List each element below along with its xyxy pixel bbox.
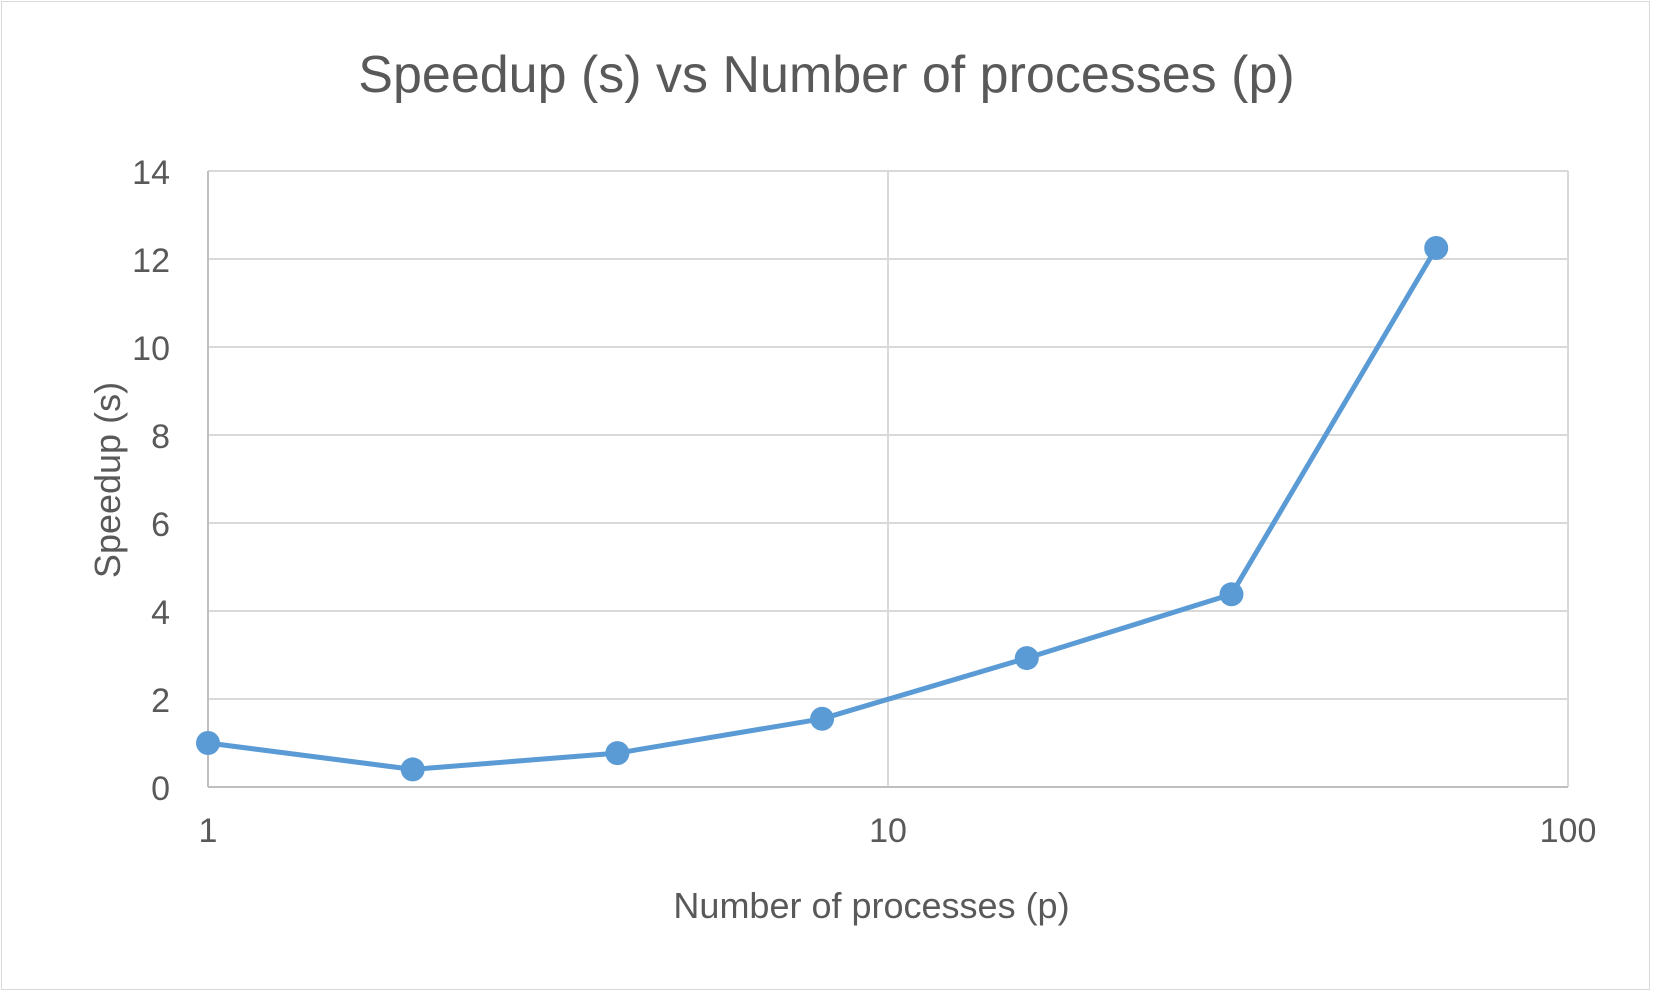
x-tick-label: 100	[1540, 812, 1597, 850]
y-tick-label: 14	[132, 154, 170, 192]
x-tick-label: 1	[199, 812, 218, 850]
grid-layer	[208, 170, 1569, 787]
x-tick-label: 10	[869, 812, 907, 850]
axis-layer	[207, 171, 1568, 788]
y-tick-label: 8	[151, 418, 170, 456]
data-point	[196, 731, 220, 755]
chart-title: Speedup (s) vs Number of processes (p)	[358, 46, 1295, 104]
tick-label-layer: 0 2 4 6 8 10 12 14 1 10 100	[132, 154, 1596, 850]
data-point	[810, 706, 835, 731]
series-line	[207, 246, 1439, 772]
y-tick-label: 2	[151, 682, 170, 720]
data-point	[1014, 646, 1039, 671]
y-tick-label: 0	[151, 770, 170, 808]
x-axis-title: Number of processes (p)	[673, 885, 1070, 926]
data-point	[400, 757, 425, 782]
data-point	[1424, 236, 1449, 260]
data-point	[1219, 582, 1244, 607]
y-tick-label: 12	[132, 242, 170, 280]
data-point	[605, 741, 630, 766]
y-tick-label: 10	[132, 330, 170, 368]
series-layer	[196, 236, 1449, 782]
y-tick-label: 6	[151, 506, 170, 544]
y-axis-title: Speedup (s)	[87, 381, 128, 579]
y-tick-label: 4	[151, 594, 170, 632]
